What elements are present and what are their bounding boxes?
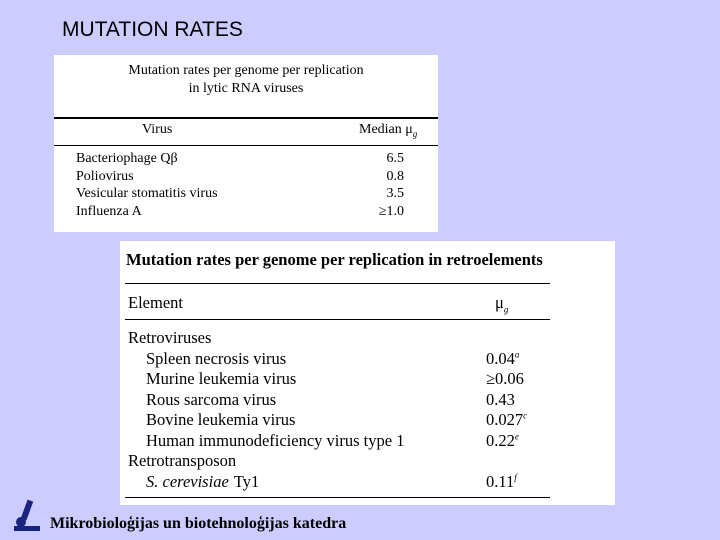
element-name: Bovine leukemia virus bbox=[146, 410, 295, 430]
column-header: Median μg bbox=[359, 122, 417, 139]
name-part: Murine leukemia virus bbox=[146, 369, 297, 388]
element-name: Rous sarcoma virus bbox=[146, 390, 276, 410]
value-text: 0.027 bbox=[486, 410, 524, 429]
median-value: 6.5 bbox=[386, 151, 405, 166]
table-title: Mutation rates per genome per replicatio… bbox=[128, 63, 364, 78]
virus-name: Influenza A bbox=[76, 203, 142, 219]
name-part: Ty1 bbox=[233, 471, 260, 491]
name-part: Spleen necrosis virus bbox=[146, 348, 287, 368]
group-name: Retrotransposon bbox=[128, 451, 237, 470]
rule bbox=[54, 117, 438, 119]
mu-value: 0.22e bbox=[486, 431, 519, 451]
rule bbox=[125, 319, 550, 320]
name-part: Rous sarcoma virus bbox=[146, 389, 277, 409]
value-text: 0.22 bbox=[486, 430, 515, 450]
value-text: 0.11 bbox=[486, 471, 515, 491]
footnote-mark: f bbox=[514, 472, 517, 482]
mu-value: 0.04a bbox=[486, 349, 519, 369]
header-text: Virus bbox=[142, 122, 173, 137]
virus-name: Bacteriophage Qβ bbox=[76, 151, 178, 166]
column-header: Element bbox=[128, 293, 183, 313]
column-header: μg bbox=[495, 293, 508, 314]
footer-text: Mikrobioloģijas un biotehnoloģijas kated… bbox=[50, 515, 347, 532]
mu-value: 0.027c bbox=[486, 410, 527, 430]
median-value: 0.8 bbox=[386, 168, 405, 184]
mu-value: 0.43 bbox=[486, 390, 515, 410]
header-text: μ bbox=[495, 293, 504, 312]
value-text: 0.43 bbox=[486, 389, 515, 409]
header-text: Median μ bbox=[359, 122, 413, 137]
table-title: in lytic RNA viruses bbox=[188, 81, 304, 96]
element-name: S. cerevisiae Ty1 bbox=[146, 472, 259, 492]
value-text: ≥0.06 bbox=[486, 369, 524, 388]
header-subscript: g bbox=[503, 304, 509, 315]
table-title: Mutation rates per genome per replicatio… bbox=[126, 250, 543, 269]
virus-name: Poliovirus bbox=[76, 168, 134, 184]
column-header: Virus bbox=[142, 122, 172, 138]
name-part: S. cerevisiae bbox=[146, 471, 229, 491]
virus-name: Vesicular stomatitis virus bbox=[76, 186, 218, 201]
header-text: Element bbox=[128, 293, 183, 312]
rule bbox=[125, 497, 550, 498]
retroelement-table: Mutation rates per genome per replicatio… bbox=[120, 241, 615, 505]
mu-value: 0.11f bbox=[486, 472, 517, 492]
logo bbox=[14, 499, 40, 531]
element-name: Spleen necrosis virus bbox=[146, 349, 286, 369]
name-part: Human immunodeficiency virus type 1 bbox=[146, 430, 405, 450]
rule bbox=[125, 283, 550, 284]
element-name: Murine leukemia virus bbox=[146, 369, 296, 389]
median-value: 3.5 bbox=[386, 186, 405, 201]
footnote-mark: e bbox=[514, 431, 519, 441]
footnote-mark: a bbox=[514, 349, 520, 359]
group-name: Retroviruses bbox=[128, 328, 212, 347]
slide-title: MUTATION RATES bbox=[62, 18, 243, 41]
rule bbox=[54, 145, 438, 146]
value-text: 0.04 bbox=[486, 348, 515, 368]
footnote-mark: c bbox=[523, 410, 528, 421]
median-value: ≥1.0 bbox=[378, 203, 404, 219]
header-subscript: g bbox=[412, 128, 418, 139]
rna-virus-table: Mutation rates per genome per replicatio… bbox=[54, 55, 438, 232]
name-part: Bovine leukemia virus bbox=[146, 410, 296, 429]
mu-value: ≥0.06 bbox=[486, 369, 524, 389]
element-name: Human immunodeficiency virus type 1 bbox=[146, 431, 404, 451]
